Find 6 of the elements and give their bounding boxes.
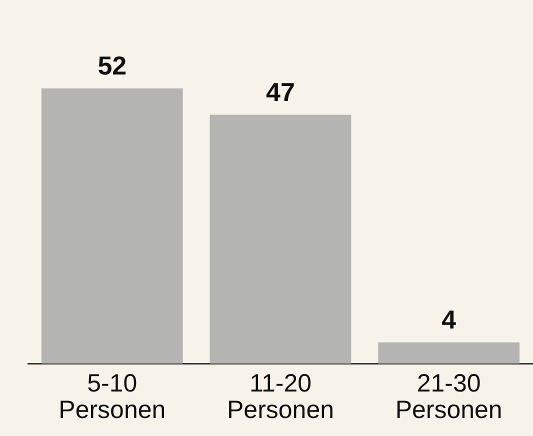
data-label: 4	[442, 304, 457, 335]
x-tick-label: 21-30 Personen	[395, 370, 502, 424]
data-label: 52	[98, 50, 127, 81]
x-tick-label: 5-10 Personen	[58, 370, 166, 424]
data-label: 47	[266, 76, 295, 107]
x-tick-label: 11-20 Personen	[226, 370, 334, 424]
